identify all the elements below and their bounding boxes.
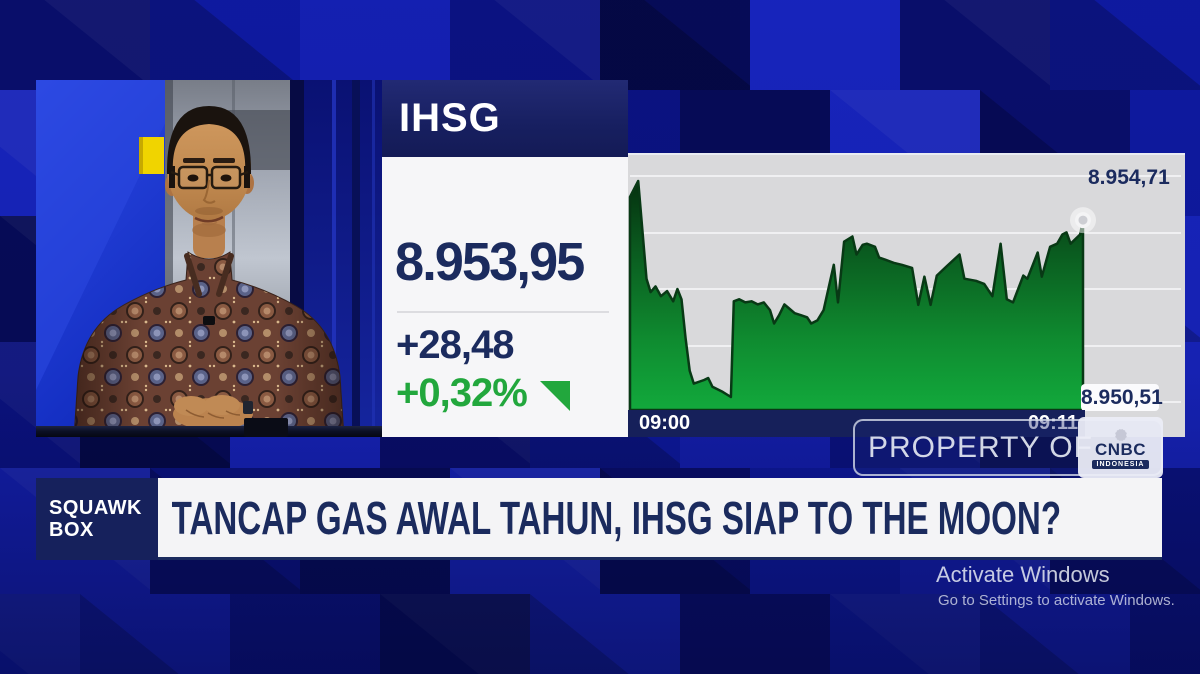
cnbc-region: INDONESIA: [1091, 460, 1150, 469]
headline-text: TANCAP GAS AWAL TAHUN, IHSG SIAP TO THE …: [171, 491, 1062, 544]
headline-banner: TANCAP GAS AWAL TAHUN, IHSG SIAP TO THE …: [158, 478, 1162, 560]
percent-change: +0,32%: [396, 371, 528, 415]
price-change: +28,48: [396, 323, 514, 367]
studio-desk: [36, 426, 382, 437]
ticker-header: IHSG: [382, 80, 628, 157]
activate-windows-watermark: Activate Windows Go to Settings to activ…: [936, 562, 1175, 609]
speaker-illustration: [36, 80, 382, 437]
live-dot-icon: [1070, 207, 1096, 234]
show-name-line1: SQUAWK: [49, 497, 142, 519]
up-triangle-icon: [539, 380, 570, 411]
time-end-label: 09:11: [1027, 412, 1078, 434]
chart-low-label: 8.950,51: [1081, 384, 1163, 411]
percent-change-row: +0,32%: [396, 371, 570, 416]
chart-plot: [628, 175, 1181, 410]
peacock-icon: [1114, 429, 1127, 441]
studio-video-frame: [36, 80, 382, 437]
chart-high-label: 8.954,71: [1088, 166, 1170, 189]
show-name-line2: BOX: [49, 519, 94, 541]
cnbc-indonesia-logo: CNBC INDONESIA: [1078, 417, 1163, 478]
time-start-label: 09:00: [639, 412, 691, 434]
activate-windows-title: Activate Windows: [936, 562, 1110, 587]
ticker-symbol: IHSG: [399, 96, 501, 140]
last-price: 8.953,95: [395, 232, 585, 292]
activate-windows-subtitle: Go to Settings to activate Windows.: [938, 592, 1175, 609]
speaker: [36, 106, 382, 437]
watch-icon: [243, 401, 253, 414]
studio-screen-highlight: [143, 137, 164, 174]
quote-panel: 8.953,95 +28,48 +0,32%: [382, 157, 628, 437]
divider: [397, 311, 609, 313]
hands: [173, 395, 253, 430]
cnbc-wordmark: CNBC: [1094, 440, 1147, 459]
mic-icon: [203, 316, 215, 325]
show-bug: SQUAWK BOX: [36, 478, 158, 560]
property-of-text: PROPERTY OF: [868, 430, 1093, 464]
price-area-series: [628, 179, 1085, 410]
ihsg-area-chart: 8.954,71 8.950,51 09:00 09:11: [628, 155, 1185, 437]
